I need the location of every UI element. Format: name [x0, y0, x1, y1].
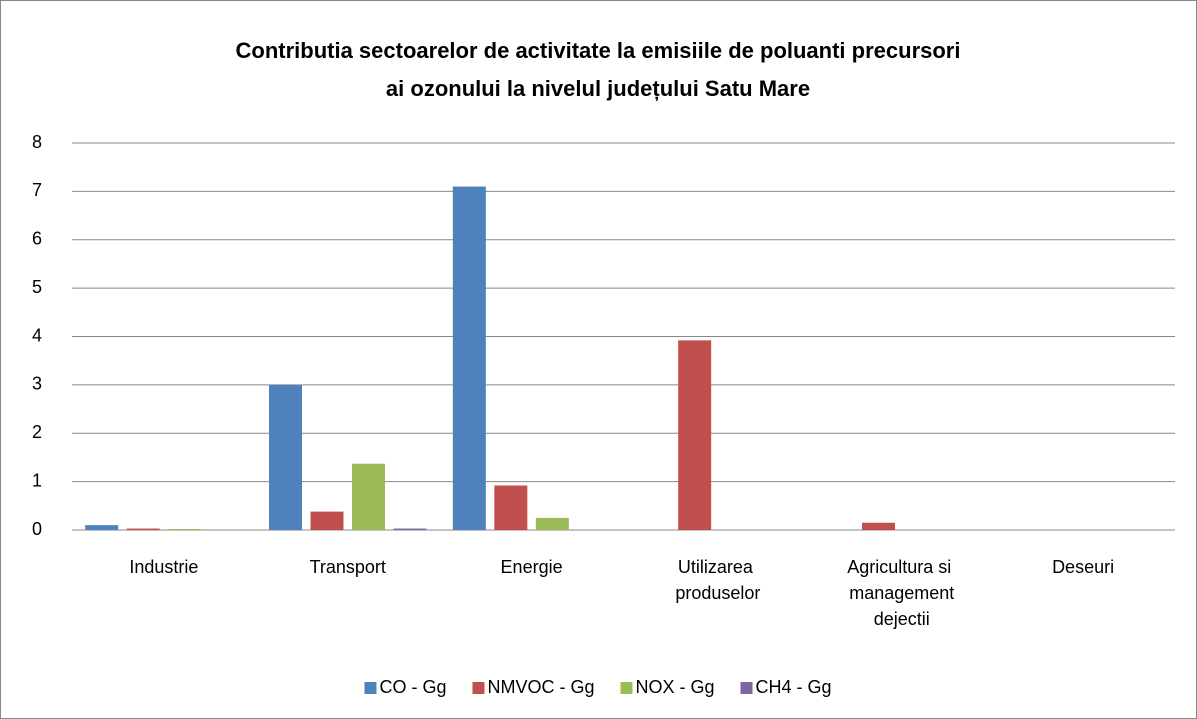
bar: [535, 517, 569, 530]
bar: [85, 525, 119, 530]
bar: [452, 186, 486, 530]
x-tick-label: Energie: [501, 557, 563, 577]
y-tick-label: 2: [32, 422, 42, 442]
bar: [862, 522, 895, 530]
y-tick-label: 1: [32, 470, 42, 490]
bar: [393, 528, 427, 530]
x-tick-label: Industrie: [129, 557, 198, 577]
x-tick-label: Utilizarea produselor: [670, 557, 760, 603]
bar: [310, 511, 344, 530]
legend-label: NMVOC - Gg: [487, 677, 594, 697]
legend-swatch: [364, 682, 377, 694]
legend-swatch: [472, 682, 485, 694]
y-tick-label: 0: [32, 519, 42, 539]
chart-title: Contributia sectoarelor de activitate la…: [236, 38, 961, 63]
y-tick-label: 5: [32, 277, 42, 297]
legend-label: CH4 - Gg: [756, 677, 832, 697]
chart-title: ai ozonului la nivelul județului Satu Ma…: [386, 76, 810, 101]
legend-label: CO - Gg: [379, 677, 446, 697]
legend-label: NOX - Gg: [635, 677, 714, 697]
x-tick-label: Deseuri: [1052, 557, 1114, 577]
y-tick-label: 7: [32, 180, 42, 200]
y-tick-label: 8: [32, 132, 42, 152]
legend: CO - Gg NMVOC - Gg NOX - Gg CH4 - Gg: [364, 677, 832, 697]
bar: [126, 528, 160, 530]
bar: [494, 485, 528, 530]
bar: [678, 340, 712, 530]
legend-swatch: [740, 682, 753, 694]
y-tick-label: 4: [32, 325, 42, 345]
y-tick-label: 6: [32, 229, 42, 249]
bar: [352, 463, 385, 530]
x-tick-label: Agricultura si management dejectii: [844, 557, 954, 629]
legend-swatch: [620, 682, 633, 694]
bar: [269, 384, 302, 530]
y-tick-label: 3: [32, 374, 42, 394]
bar: [168, 529, 202, 530]
x-tick-label: Transport: [310, 557, 386, 577]
